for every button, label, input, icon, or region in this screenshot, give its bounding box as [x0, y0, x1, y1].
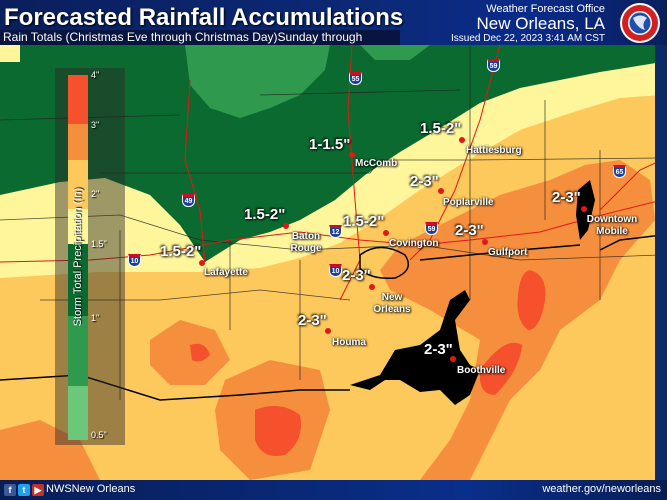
city-label: Poplarville [443, 197, 494, 208]
legend-swatch [68, 386, 88, 440]
amount-label: 2-3" [455, 222, 484, 239]
city-marker [459, 137, 465, 143]
city-marker [369, 284, 375, 290]
legend-tick: 1.5" [91, 239, 107, 249]
city-label: Downtown Mobile [586, 214, 638, 237]
amount-label: 1-1.5" [309, 136, 351, 153]
interstate-shield-icon: 59 [487, 59, 500, 72]
legend-tick: 4" [91, 70, 100, 80]
legend-swatch-3-4in [68, 75, 88, 124]
legend-tick: 0.5" [91, 430, 107, 440]
amount-label: 2-3" [410, 173, 439, 190]
facebook-icon[interactable]: f [4, 484, 16, 496]
legend-swatch [68, 160, 88, 209]
city-label: McComb [355, 158, 398, 169]
interstate-shield-icon: 55 [349, 72, 362, 85]
amount-label: 1.5-2" [420, 120, 462, 137]
city-label: Gulfport [488, 247, 528, 258]
zone-3-4in [380, 160, 655, 480]
office-city: New Orleans, LA [476, 14, 606, 33]
city-label: Baton Rouge [290, 231, 322, 254]
city-marker [438, 188, 444, 194]
website-link[interactable]: weather.gov/neworleans [542, 483, 661, 495]
issued-time: Issued Dec 22, 2023 3:41 AM CST [451, 33, 605, 44]
city-marker [199, 260, 205, 266]
legend-tick: 1" [91, 313, 100, 323]
city-label: Covington [389, 238, 439, 249]
legend-tick: 3" [91, 120, 100, 130]
twitter-icon[interactable]: t [18, 484, 30, 496]
amount-label: 2-3" [424, 341, 453, 358]
header: Forecasted Rainfall Accumulations Rain T… [0, 0, 667, 59]
city-label: New Orleans [373, 292, 411, 315]
amount-label: 1.5-2" [160, 243, 202, 260]
city-label: Houma [332, 337, 366, 348]
city-marker [482, 239, 488, 245]
rainfall-contours [0, 45, 662, 480]
interstate-shield-icon: 10 [329, 264, 342, 277]
amount-label: 2-3" [552, 189, 581, 206]
amount-label: 1.5-2" [244, 206, 286, 223]
city-label: Hattiesburg [466, 145, 522, 156]
interstate-shield-icon: 10 [128, 254, 141, 267]
legend-color-bar [68, 75, 88, 440]
social-handle[interactable]: NWSNew Orleans [46, 483, 136, 495]
nws-logo-icon [620, 3, 660, 43]
city-label: Boothville [457, 365, 506, 376]
rainfall-map: 1-1.5" 1.5-2" 2-3" 1.5-2" 1.5-2" 2-3" 2-… [0, 45, 662, 480]
amount-label: 2-3" [298, 312, 327, 329]
interstate-shield-icon: 65 [613, 165, 626, 178]
city-label: Lafayette [204, 267, 248, 278]
page-title: Forecasted Rainfall Accumulations [4, 4, 404, 31]
zone-4in [517, 270, 546, 330]
interstate-shield-icon: 12 [329, 225, 342, 238]
legend: 4" 3" 2" 1.5" 1" 0.5" Storm Total Precip… [55, 68, 125, 445]
subtitle: Rain Totals (Christmas Eve through Chris… [0, 30, 400, 59]
city-marker [383, 230, 389, 236]
amount-label: 1.5-2" [343, 213, 385, 230]
legend-swatch [68, 124, 88, 160]
city-marker [349, 152, 355, 158]
city-marker [283, 223, 289, 229]
zone-1-1-5in [0, 45, 662, 262]
interstate-shield-icon: 49 [182, 194, 195, 207]
interstate-shield-icon: 59 [425, 222, 438, 235]
city-marker [581, 206, 587, 212]
office-label: Weather Forecast Office [486, 3, 605, 15]
footer: f t ▶ NWSNew Orleans weather.gov/neworle… [0, 480, 667, 500]
city-marker [450, 356, 456, 362]
legend-swatch [68, 209, 88, 244]
zone-light-green [185, 45, 330, 118]
amount-label: 2-3" [342, 267, 371, 284]
legend-swatch [68, 244, 88, 316]
county-lines [0, 45, 661, 400]
legend-title: Storm Total Precipitation (In) [72, 187, 84, 327]
legend-swatch [68, 316, 88, 386]
city-marker [325, 328, 331, 334]
legend-tick: 2" [91, 189, 100, 199]
youtube-icon[interactable]: ▶ [32, 484, 44, 496]
